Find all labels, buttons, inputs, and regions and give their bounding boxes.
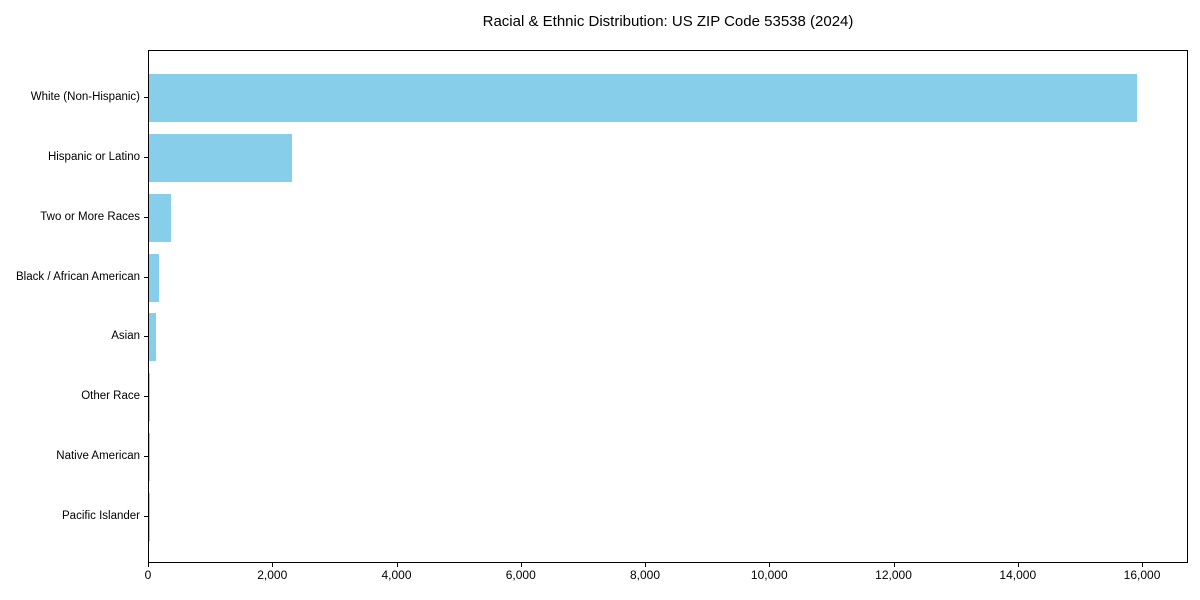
x-tick-label-0: 0 [144, 568, 152, 582]
y-tick-label-asian: Asian [111, 330, 140, 343]
x-tick-label-2-000: 2,000 [257, 568, 288, 582]
y-tick-mark [144, 157, 148, 159]
x-tick-mark [148, 563, 149, 567]
x-tick-label-16-000: 16,000 [1123, 568, 1161, 582]
y-tick-label-hispanic-or-latino: Hispanic or Latino [47, 151, 140, 164]
y-tick-label-black-african-american: Black / African American [16, 270, 140, 283]
x-tick-label-10-000: 10,000 [750, 568, 788, 582]
x-tick-label-8-000: 8,000 [629, 568, 661, 582]
x-tick-mark [520, 563, 522, 567]
x-tick-mark [1142, 563, 1144, 567]
x-tick-label-14-000: 14,000 [999, 568, 1037, 582]
bar-white-non-hispanic [149, 74, 1137, 123]
bar-two-or-more-races [149, 193, 171, 242]
y-tick-label-other-race: Other Race [81, 390, 140, 403]
x-tick-mark [396, 563, 398, 567]
y-tick-mark [144, 336, 148, 338]
y-tick-label-two-or-more-races: Two or More Races [40, 210, 140, 223]
x-tick-mark [1017, 563, 1019, 567]
y-tick-mark [144, 276, 148, 278]
plot-area [148, 50, 1188, 563]
bar-hispanic-or-latino [149, 134, 292, 182]
y-tick-label-native-american: Native American [56, 449, 140, 462]
y-tick-mark [144, 97, 148, 99]
y-tick-mark [144, 515, 148, 517]
y-tick-mark [144, 396, 148, 398]
x-tick-mark [645, 563, 646, 567]
x-tick-mark [893, 563, 895, 567]
x-tick-label-12-000: 12,000 [875, 568, 912, 582]
y-tick-label-pacific-islander: Pacific Islander [62, 509, 140, 522]
bar-black-african-american [149, 253, 159, 302]
chart-title: Racial & Ethnic Distribution: US ZIP Cod… [482, 13, 854, 30]
x-tick-label-4-000: 4,000 [381, 568, 412, 582]
y-tick-label-white-non-hispanic: White (Non-Hispanic) [30, 91, 140, 104]
x-tick-mark [769, 563, 771, 567]
y-tick-mark [144, 455, 148, 457]
bar-asian [149, 313, 156, 362]
x-tick-label-6-000: 6,000 [505, 568, 536, 582]
bar-other-race [149, 373, 150, 422]
x-tick-mark [272, 563, 274, 567]
y-tick-mark [144, 216, 148, 218]
